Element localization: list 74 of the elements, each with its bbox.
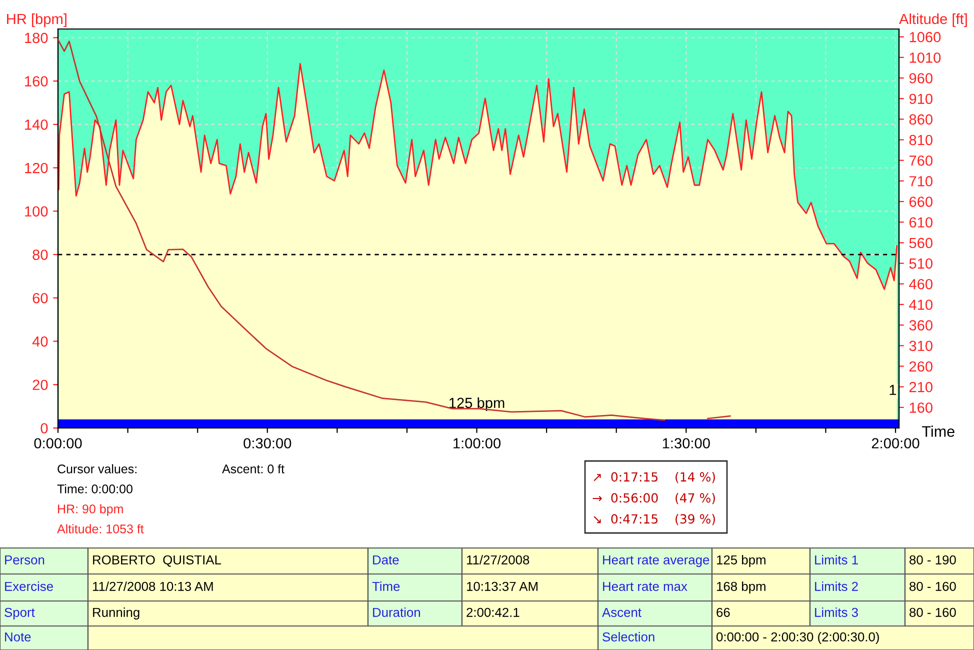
text: Cursor values:: [58, 464, 136, 474]
text: 66: [716, 608, 730, 617]
y-tick-label: 100: [25, 206, 48, 217]
text: Limits 3: [815, 607, 858, 617]
y2-tick-label: 460: [909, 278, 932, 290]
x-tick-label: 1:00:00: [454, 438, 501, 448]
text: Altitude: 1053 ft: [57, 524, 144, 534]
y2-tick-label: 360: [909, 320, 932, 330]
y2-tick-label: 160: [910, 402, 932, 413]
y2-tick-label: 760: [909, 155, 932, 166]
text: Note: [5, 632, 31, 642]
text: 80 - 160: [910, 608, 956, 617]
text: Limits 1: [815, 554, 858, 564]
y2-tick-label: 710: [909, 176, 932, 186]
text: Heart rate average: [603, 555, 710, 568]
y2-tick-label: 560: [909, 238, 932, 248]
text: → 0:56:00 (47 %): [592, 492, 715, 504]
y-tick-label: 160: [25, 76, 48, 86]
y2-axis-title: Altitude [ft]: [899, 13, 967, 28]
text: Date: [373, 555, 399, 564]
text: Ascent: 0 ft: [222, 464, 284, 474]
text: ↘ 0:47:15 (39 %): [594, 514, 715, 526]
text: Duration: [373, 607, 420, 617]
text: Limits 2: [815, 581, 858, 591]
y2-tick-label: 410: [909, 300, 932, 310]
text: 125 bpm: [716, 554, 766, 568]
y2-tick-label: 310: [909, 340, 932, 352]
text: Time: 0:00:00: [57, 484, 132, 494]
y-tick-label: 20: [32, 380, 48, 390]
text: 80 - 160: [910, 582, 956, 591]
x-tick-label: 0:00:00: [34, 438, 82, 448]
text: Selection: [602, 632, 654, 642]
y2-tick-label: 1010: [910, 52, 941, 63]
x-tick-label: 0:30:00: [244, 438, 292, 448]
text: Exercise: [5, 581, 53, 591]
y2-tick-label: 660: [909, 196, 932, 207]
text: 11/27/2008: [466, 554, 530, 564]
y2-tick-label: 510: [909, 258, 932, 269]
y2-tick-label: 210: [909, 382, 932, 392]
text: 11/27/2008 10:13 AM: [92, 581, 213, 591]
y-tick-label: 0: [40, 423, 48, 434]
x-tick-label: 2:00:00: [872, 438, 920, 448]
annotation: 1: [890, 384, 896, 395]
text: 10:13:37 AM: [466, 582, 538, 591]
y2-tick-label: 960: [909, 73, 932, 84]
text: ↗ 0:17:15 (14 %): [594, 472, 715, 484]
y2-tick-label: 810: [909, 134, 932, 146]
y2-tick-label: 1060: [910, 32, 941, 42]
text: 0:00:00 - 2:00:30 (2:00:30.0): [716, 632, 879, 644]
text: HR: 90 bpm: [58, 504, 123, 516]
y-tick-label: 120: [25, 162, 48, 174]
y2-tick-label: 260: [909, 361, 932, 372]
y2-tick-label: 910: [909, 94, 932, 104]
y-axis-title: HR [bpm]: [7, 13, 66, 28]
y-tick-label: 140: [25, 120, 48, 130]
y-tick-label: 80: [32, 250, 48, 260]
text: ROBERTO QUISTIAL: [93, 555, 222, 567]
x-tick-label: 1:30:00: [662, 438, 710, 448]
text: 80 - 190: [910, 555, 956, 564]
y2-tick-label: 860: [909, 114, 932, 125]
text: Person: [5, 555, 44, 564]
text: Time: [372, 581, 400, 591]
y-tick-label: 180: [25, 32, 48, 44]
text: Ascent: [602, 608, 642, 617]
text: 2:00:42.1: [466, 608, 520, 617]
y-tick-label: 60: [32, 292, 48, 304]
y2-tick-label: 610: [909, 217, 932, 228]
text: Heart rate max: [603, 582, 688, 591]
text: 168 bpm: [716, 581, 766, 594]
x-axis-title: Time: [922, 426, 954, 437]
text: Sport: [4, 608, 35, 620]
annotation: 125 bpm: [449, 397, 504, 411]
y-tick-label: 40: [32, 336, 48, 347]
text: Running: [93, 607, 140, 620]
